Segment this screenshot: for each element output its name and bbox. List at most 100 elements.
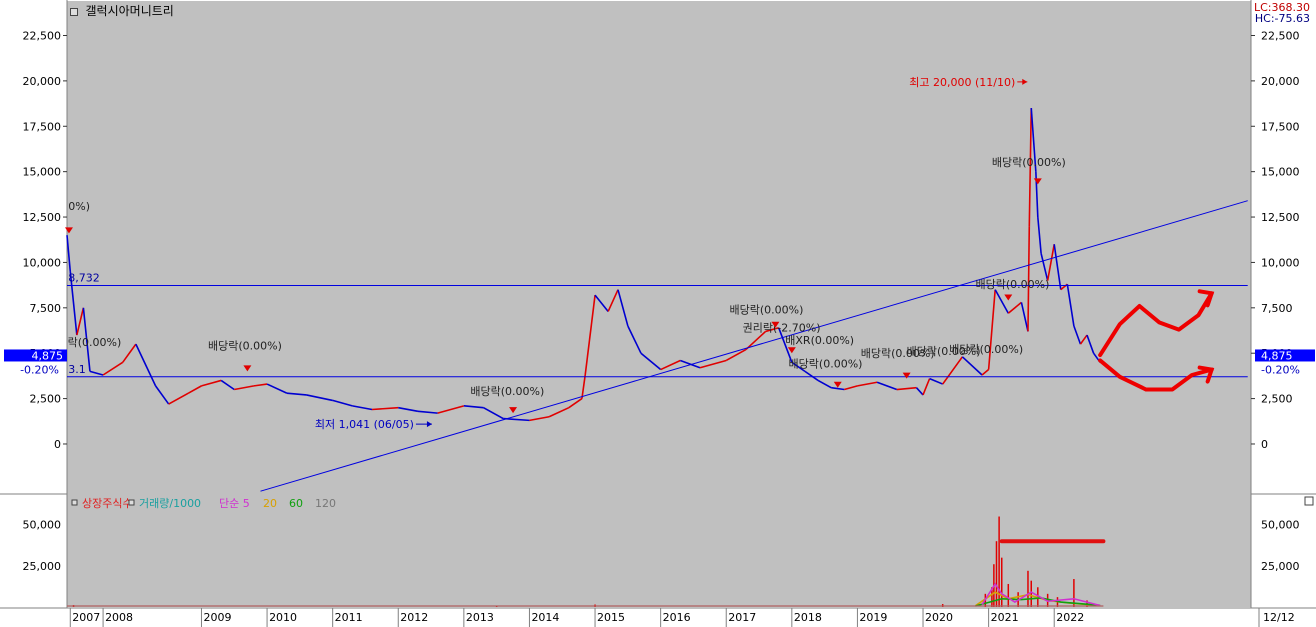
y-tick-label-right: 17,500 (1261, 120, 1300, 133)
dividend-marker (243, 365, 252, 372)
price-line-segment (66, 235, 72, 272)
price-line-segment (1037, 216, 1042, 254)
price-line-segment (266, 383, 288, 394)
price-line-segment (584, 295, 596, 376)
hc-label: HC:-75.63 (1254, 12, 1310, 25)
dividend-annotation: 배당락(0.00%) (730, 303, 804, 316)
dividend-marker (1033, 178, 1042, 185)
price-line-segment (804, 370, 819, 382)
trend-rising-line (260, 200, 1248, 492)
y-tick-label-left: 20,000 (23, 75, 62, 88)
x-year-label: 2007 (72, 611, 100, 624)
price-line-segment (306, 394, 333, 402)
lower-arrow-head (1197, 365, 1215, 384)
price-line-segment (915, 387, 924, 396)
price-line-segment (817, 379, 832, 389)
price-line-segment (201, 379, 222, 387)
x-year-label: 2021 (991, 611, 1019, 624)
volume-tick-label-left: 50,000 (23, 519, 62, 532)
low-arrow-head (426, 421, 432, 428)
price-line-segment (463, 405, 484, 409)
price-line-segment (640, 352, 662, 371)
price-line-segment (607, 289, 619, 312)
price-line-segment (286, 392, 307, 396)
price-line-segment (154, 385, 170, 405)
price-line-segment (253, 383, 268, 387)
price-line-segment (69, 271, 78, 336)
dividend-marker (509, 407, 518, 414)
left-cut-label: 3.1 (68, 363, 86, 376)
dividend-annotation: 배당락(0.00%) (470, 385, 544, 398)
price-line-segment (1028, 108, 1033, 227)
price-line-segment (627, 325, 642, 354)
dividend-marker (902, 372, 911, 379)
legend-checkbox-icon (128, 499, 135, 506)
y-tick-label-right: 10,000 (1261, 256, 1300, 269)
x-year-label: 2022 (1056, 611, 1084, 624)
price-line-segment (220, 379, 235, 391)
high-label: 최고 20,000 (11/10) (909, 76, 1015, 89)
x-year-label: 2012 (400, 611, 428, 624)
price-line-segment (529, 415, 550, 422)
y-tick-label-left: 17,500 (23, 120, 62, 133)
price-line-segment (922, 378, 931, 396)
price-line-segment (1046, 244, 1056, 281)
x-year-label: 2011 (335, 611, 363, 624)
lc-label: LC:368.30 (1253, 1, 1310, 14)
price-line-segment (987, 289, 996, 370)
chart-title: 갤럭시아머니트리 (85, 4, 174, 18)
title-checkbox-icon[interactable] (70, 8, 78, 16)
price-line-segment (777, 327, 793, 363)
upper-arrow (1098, 291, 1214, 358)
x-year-label: 2015 (597, 611, 625, 624)
price-line-segment (122, 343, 137, 363)
level-label: 8,732 (68, 271, 100, 284)
price-line-segment (896, 386, 917, 391)
price-line-segment (581, 374, 586, 399)
price-line-segment (1027, 226, 1031, 332)
price-line-segment (876, 381, 898, 391)
price-line-segment (745, 330, 767, 351)
dividend-annotation: 권리락(-2.70%) (743, 321, 821, 334)
price-line-segment (568, 397, 583, 409)
price-line-segment (1073, 325, 1082, 345)
dividend-annotation: 배당락(0.00%) (907, 345, 981, 358)
dividend-annotation: 배당락(0.00%) (949, 343, 1023, 356)
current-price-box-left (4, 349, 67, 362)
dividend-annotation: 배당락(0.00%) (975, 278, 1049, 291)
dividend-annotation: 배당락(0.00%) (992, 156, 1066, 169)
volume-legend-item: 상장주식수 (82, 497, 133, 510)
price-panel-background (67, 1, 1251, 493)
y-tick-label-left: 0 (54, 438, 61, 451)
volume-legend-item: 120 (315, 497, 336, 510)
price-line-segment (994, 289, 1009, 314)
price-line-segment (725, 348, 747, 362)
y-tick-label-right: 20,000 (1261, 75, 1300, 88)
y-tick-label-right: 15,000 (1261, 166, 1300, 179)
price-line-segment (417, 410, 438, 414)
price-line-segment (135, 343, 157, 387)
y-tick-label-left: 22,500 (23, 29, 62, 42)
price-line-segment (437, 405, 465, 414)
price-line-segment (617, 289, 629, 327)
price-line-segment (1079, 334, 1088, 345)
y-tick-label-right: 0 (1261, 438, 1268, 451)
price-line-segment (483, 406, 504, 420)
dividend-annotation: 배당락(0.00%) (861, 347, 935, 360)
y-tick-label-left: 15,000 (23, 166, 62, 179)
price-line-segment (82, 307, 91, 372)
price-line-segment (1040, 253, 1049, 281)
y-tick-label-left: 2,500 (30, 393, 62, 406)
dividend-annotation: 락(0.00%) (68, 336, 122, 349)
y-tick-label-right: 7,500 (1261, 302, 1293, 315)
volume-legend-item: 20 (263, 497, 277, 510)
price-line-segment (352, 405, 373, 411)
dividend-marker (64, 227, 73, 234)
price-line-segment (102, 361, 124, 376)
lower-arrow (1098, 358, 1214, 392)
panel-close-icon (1304, 496, 1314, 506)
price-line-segment (699, 359, 727, 369)
x-year-label: 2016 (663, 611, 691, 624)
volume-ma-line (981, 582, 1101, 607)
price-line-segment (844, 385, 858, 391)
